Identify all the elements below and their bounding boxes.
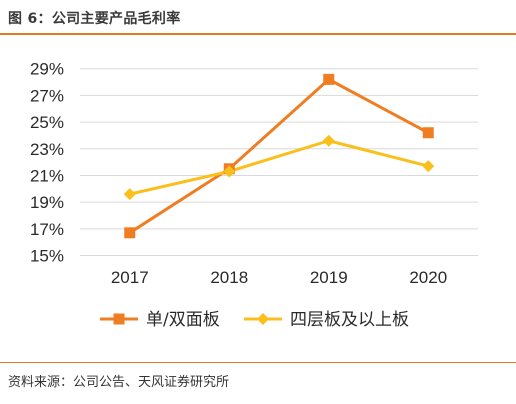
data-point-series-2 — [322, 134, 335, 147]
x-axis-ticks: 2017 2018 2019 2020 — [111, 268, 447, 287]
series-line-1 — [128, 77, 429, 235]
data-point-series-1 — [422, 127, 434, 139]
margin-line-chart: 15% 17% 19% 21% 23% 25% 27% 29% 2017 2018 2019 202… — [30, 60, 478, 330]
y-tick-label: 23% — [30, 140, 64, 159]
y-tick-label: 29% — [30, 60, 64, 79]
x-tick-label: 2019 — [310, 268, 348, 287]
y-tick-label: 25% — [30, 113, 64, 132]
y-tick-label: 19% — [30, 193, 64, 212]
series-markers — [123, 73, 435, 239]
x-tick-label: 2017 — [111, 268, 149, 287]
series-line-2 — [129, 139, 429, 196]
y-tick-label: 27% — [30, 86, 64, 105]
top-rule — [0, 33, 516, 35]
data-point-series-2 — [123, 188, 136, 201]
bottom-rule — [0, 362, 516, 363]
y-tick-label: 17% — [30, 220, 64, 239]
data-point-series-1 — [124, 227, 136, 239]
source-note: 资料来源：公司公告、天风证券研究所 — [8, 375, 230, 390]
y-tick-label: 15% — [30, 247, 64, 266]
series-lines — [128, 77, 429, 235]
x-tick-label: 2018 — [210, 268, 248, 287]
legend-label: 四层板及以上板 — [290, 310, 409, 330]
legend: 单/双面板 四层板及以上板 — [100, 310, 409, 330]
legend-marker-diamond — [257, 313, 269, 325]
figure-title: 图 6：公司主要产品毛利率 — [8, 11, 181, 27]
data-point-series-2 — [422, 160, 435, 173]
legend-label: 单/双面板 — [146, 310, 220, 330]
y-tick-label: 21% — [30, 166, 64, 185]
legend-marker-square — [113, 313, 125, 325]
y-axis-ticks: 15% 17% 19% 21% 23% 25% 27% 29% — [30, 60, 64, 266]
data-point-series-2 — [223, 165, 236, 178]
data-point-series-1 — [323, 73, 335, 85]
x-tick-label: 2020 — [409, 268, 447, 287]
